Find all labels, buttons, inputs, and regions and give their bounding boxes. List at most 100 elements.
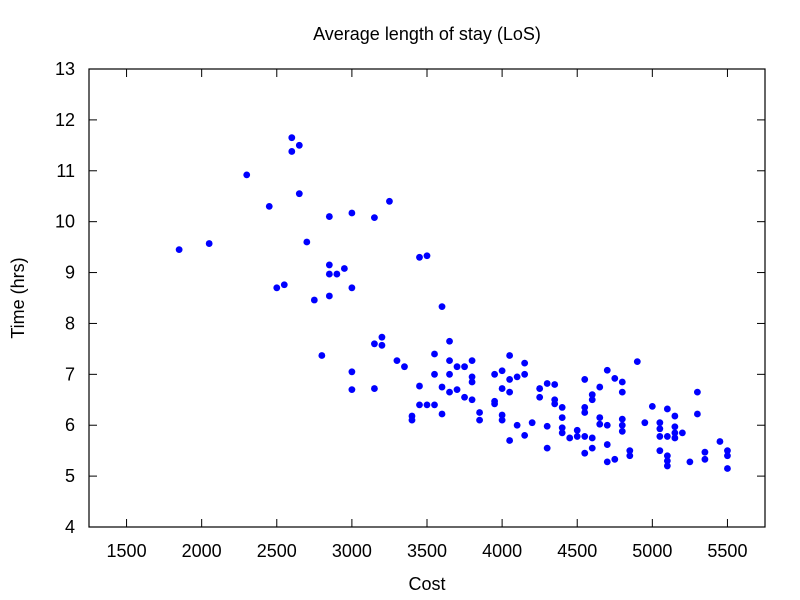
data-point [596, 414, 604, 421]
data-point [626, 452, 634, 460]
data-point [618, 388, 626, 396]
data-point [633, 358, 641, 366]
data-point [446, 357, 453, 364]
data-point [498, 367, 506, 375]
data-point [438, 383, 446, 391]
data-point [416, 401, 423, 409]
data-point [596, 420, 604, 428]
data-point [596, 383, 604, 391]
data-point [468, 396, 476, 404]
data-point [468, 373, 476, 381]
data-point [648, 402, 656, 410]
data-point [446, 337, 453, 345]
data-point [461, 363, 468, 371]
data-point [543, 444, 551, 452]
data-point [325, 270, 333, 278]
data-point [453, 363, 461, 371]
data-point [371, 385, 378, 392]
x-tick-label: 2000 [182, 541, 222, 561]
data-point [581, 409, 589, 416]
data-point [686, 458, 694, 466]
data-point [408, 416, 416, 424]
data-point [461, 393, 468, 401]
data-point [378, 333, 386, 341]
data-point [310, 296, 318, 304]
y-tick-label: 4 [65, 517, 75, 537]
x-tick-label: 2500 [257, 541, 297, 561]
data-point [416, 382, 423, 390]
y-tick-label: 9 [65, 263, 75, 283]
data-point [618, 378, 626, 386]
data-point [498, 416, 506, 424]
data-point [348, 368, 356, 376]
data-point [318, 352, 326, 359]
data-point [558, 429, 566, 437]
data-point [656, 447, 664, 455]
x-tick-label: 5500 [707, 541, 747, 561]
data-point [521, 370, 529, 378]
data-point [431, 401, 438, 409]
data-point [558, 414, 566, 421]
y-tick-label: 13 [55, 59, 75, 79]
data-point [581, 404, 589, 411]
y-axis-ticks: 4 5 6 7 8 9 10 11 12 13 [55, 59, 765, 537]
data-point [678, 429, 686, 437]
data-point [386, 197, 393, 205]
data-point [543, 380, 551, 387]
data-point [378, 341, 386, 349]
data-point [656, 425, 664, 433]
data-point [513, 421, 521, 429]
data-point [295, 190, 303, 198]
data-point [528, 419, 536, 427]
y-tick-label: 8 [65, 313, 75, 333]
data-point [581, 449, 589, 457]
data-point [724, 447, 731, 455]
data-point [536, 385, 544, 392]
data-point [325, 261, 333, 269]
data-point [671, 434, 679, 442]
data-point [573, 426, 581, 434]
data-point [573, 433, 581, 440]
data-point [371, 214, 378, 221]
data-point [476, 409, 483, 416]
data-point [491, 400, 498, 408]
data-point [498, 385, 506, 392]
data-point [325, 292, 333, 300]
data-points [175, 134, 731, 472]
x-tick-label: 4000 [482, 541, 522, 561]
y-tick-label: 11 [56, 161, 75, 181]
data-point [431, 370, 438, 378]
data-point [671, 412, 679, 420]
data-point [468, 378, 476, 386]
data-point [348, 386, 356, 393]
data-point [671, 423, 679, 431]
data-point [581, 376, 589, 383]
data-point [491, 370, 498, 378]
data-point [476, 416, 483, 424]
data-point [453, 386, 461, 393]
data-point [175, 246, 183, 254]
data-point [423, 401, 431, 409]
data-point [288, 134, 296, 142]
data-point [663, 452, 671, 460]
data-point [618, 415, 626, 423]
data-point [280, 281, 288, 289]
x-tick-label: 3000 [332, 541, 372, 561]
data-point [273, 284, 281, 292]
y-tick-label: 10 [55, 212, 75, 232]
data-point [303, 238, 311, 246]
data-point [468, 357, 476, 364]
x-tick-label: 1500 [107, 541, 147, 561]
data-point [694, 388, 701, 396]
data-point [588, 396, 596, 404]
data-point [618, 421, 626, 429]
data-point [611, 455, 619, 463]
data-point [724, 465, 731, 472]
data-point [671, 429, 679, 437]
data-point [340, 265, 348, 272]
data-point [423, 252, 431, 260]
data-point [603, 458, 611, 466]
data-point [724, 452, 731, 460]
